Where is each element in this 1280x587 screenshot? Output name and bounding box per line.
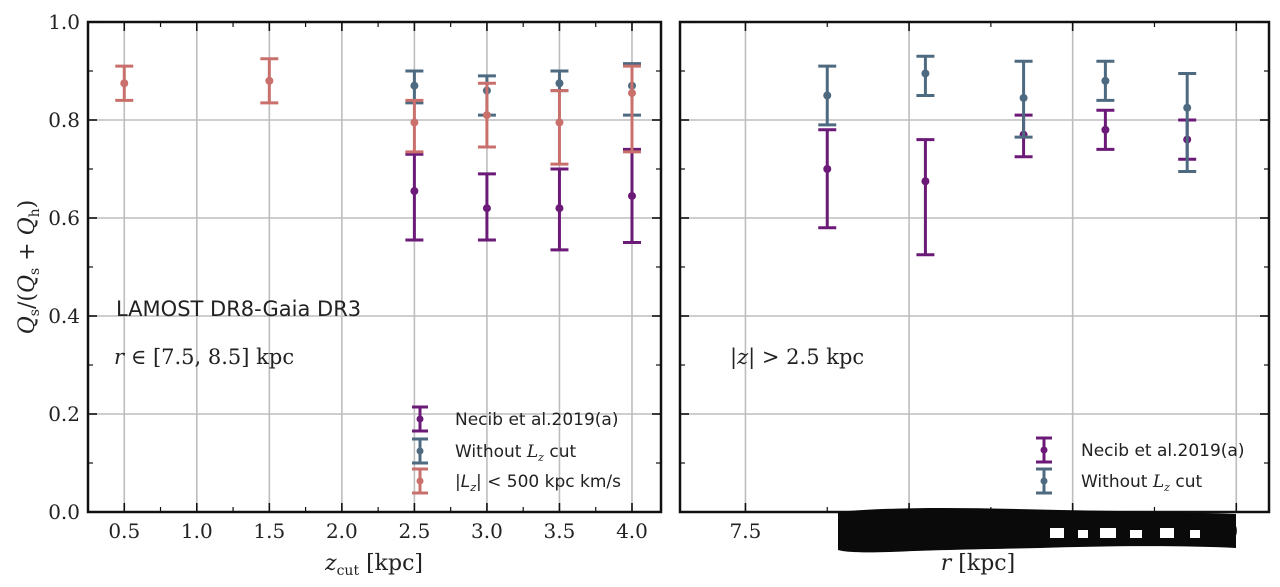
x-tick-label: 4.0	[616, 519, 648, 543]
x-tick-label: 2.0	[326, 519, 358, 543]
right-grid	[680, 22, 1269, 512]
data-point	[555, 79, 564, 88]
left-ticks: 0.0 0.2 0.4 0.6 0.8 1.0 0.5 1.0 1.5 2.0 2.5 3.0 3.5 4…	[48, 10, 661, 543]
right-axis-occlusion	[838, 508, 1236, 553]
data-point	[482, 204, 491, 213]
right-series-group	[818, 54, 1197, 257]
data-point	[1101, 125, 1110, 134]
legend-entry-without-lz-right: Without Lz cut	[1036, 467, 1202, 495]
data-point	[482, 111, 491, 120]
x-tick-label: 0.5	[108, 519, 140, 543]
data-point	[120, 79, 129, 88]
y-tick-label: 1.0	[48, 10, 80, 34]
y-tick-label: 0.2	[48, 402, 80, 426]
data-point	[921, 177, 930, 186]
left-annotation-survey: LAMOST DR8-Gaia DR3	[116, 297, 361, 321]
y-tick-label: 0.8	[48, 108, 80, 132]
series-without-l-z-cut	[818, 54, 1197, 173]
legend-entry-necib-right: Necib et al.2019(a)	[1036, 436, 1244, 464]
left-panel: 0.0 0.2 0.4 0.6 0.8 1.0 0.5 1.0 1.5 2.0 2.5 3.0 3.5 4…	[15, 10, 663, 579]
legend-label-necib-right: Necib et al.2019(a)	[1081, 441, 1244, 461]
data-point	[627, 191, 636, 200]
right-annotation-z: |z| > 2.5 kpc	[730, 345, 864, 370]
left-ylabel: Qs/(Qs + Qh)	[15, 200, 43, 335]
left-series-group	[115, 57, 641, 252]
right-panel: 7.58.0 r [kpc] |z| > 2.5 kpc	[678, 20, 1271, 576]
data-point	[627, 89, 636, 98]
legend-label-lz-cut: |Lz| < 500 kpc km/s	[455, 472, 621, 494]
x-tick-label: 3.0	[471, 519, 503, 543]
legend-entry-without-lz: Without Lz cut	[412, 437, 576, 465]
data-point	[1183, 103, 1192, 112]
data-point	[1019, 93, 1028, 102]
right-plot-frame	[678, 20, 1271, 514]
right-legend: Necib et al.2019(a) Without Lz cut	[1036, 436, 1244, 495]
legend-label-necib: Necib et al.2019(a)	[455, 410, 618, 430]
data-point	[555, 118, 564, 127]
right-xlabel: r [kpc]	[941, 551, 1015, 576]
x-tick-label: 3.5	[544, 519, 576, 543]
data-point	[823, 165, 832, 173]
left-grid	[88, 22, 661, 512]
data-point	[823, 91, 832, 100]
left-xlabel: zcut [kpc]	[324, 551, 423, 579]
y-tick-label: 0.0	[48, 500, 80, 524]
y-tick-label: 0.6	[48, 206, 80, 230]
legend-label-without-lz-right: Without Lz cut	[1081, 472, 1202, 494]
series-necib-et-al-2019-a-	[405, 147, 641, 252]
data-point	[410, 81, 419, 90]
series--l-z-500-kpc-km-s	[115, 57, 641, 166]
y-tick-label: 0.4	[48, 304, 80, 328]
legend-entry-necib: Necib et al.2019(a)	[412, 405, 618, 433]
data-point	[555, 204, 564, 213]
data-point	[410, 187, 419, 196]
left-legend: Necib et al.2019(a) Without Lz cut |Lz| …	[412, 405, 621, 495]
x-tick-label: 1.0	[181, 519, 213, 543]
data-point	[1101, 76, 1110, 85]
x-tick-label: 1.5	[253, 519, 285, 543]
series-necib-et-al-2019-a-	[818, 108, 1197, 257]
left-plot-frame	[86, 20, 663, 514]
legend-label-without-lz: Without Lz cut	[455, 442, 576, 464]
data-point	[265, 76, 274, 85]
series-without-l-z-cut	[405, 62, 641, 117]
x-tick-label: 7.5	[730, 519, 762, 543]
data-point	[921, 69, 930, 78]
x-tick-label: 2.5	[398, 519, 430, 543]
right-ticks: 7.58.0	[680, 21, 1269, 543]
data-point	[410, 118, 419, 127]
legend-entry-lz-cut: |Lz| < 500 kpc km/s	[412, 467, 621, 495]
left-annotation-range: r ∈ [7.5, 8.5] kpc	[114, 345, 294, 369]
